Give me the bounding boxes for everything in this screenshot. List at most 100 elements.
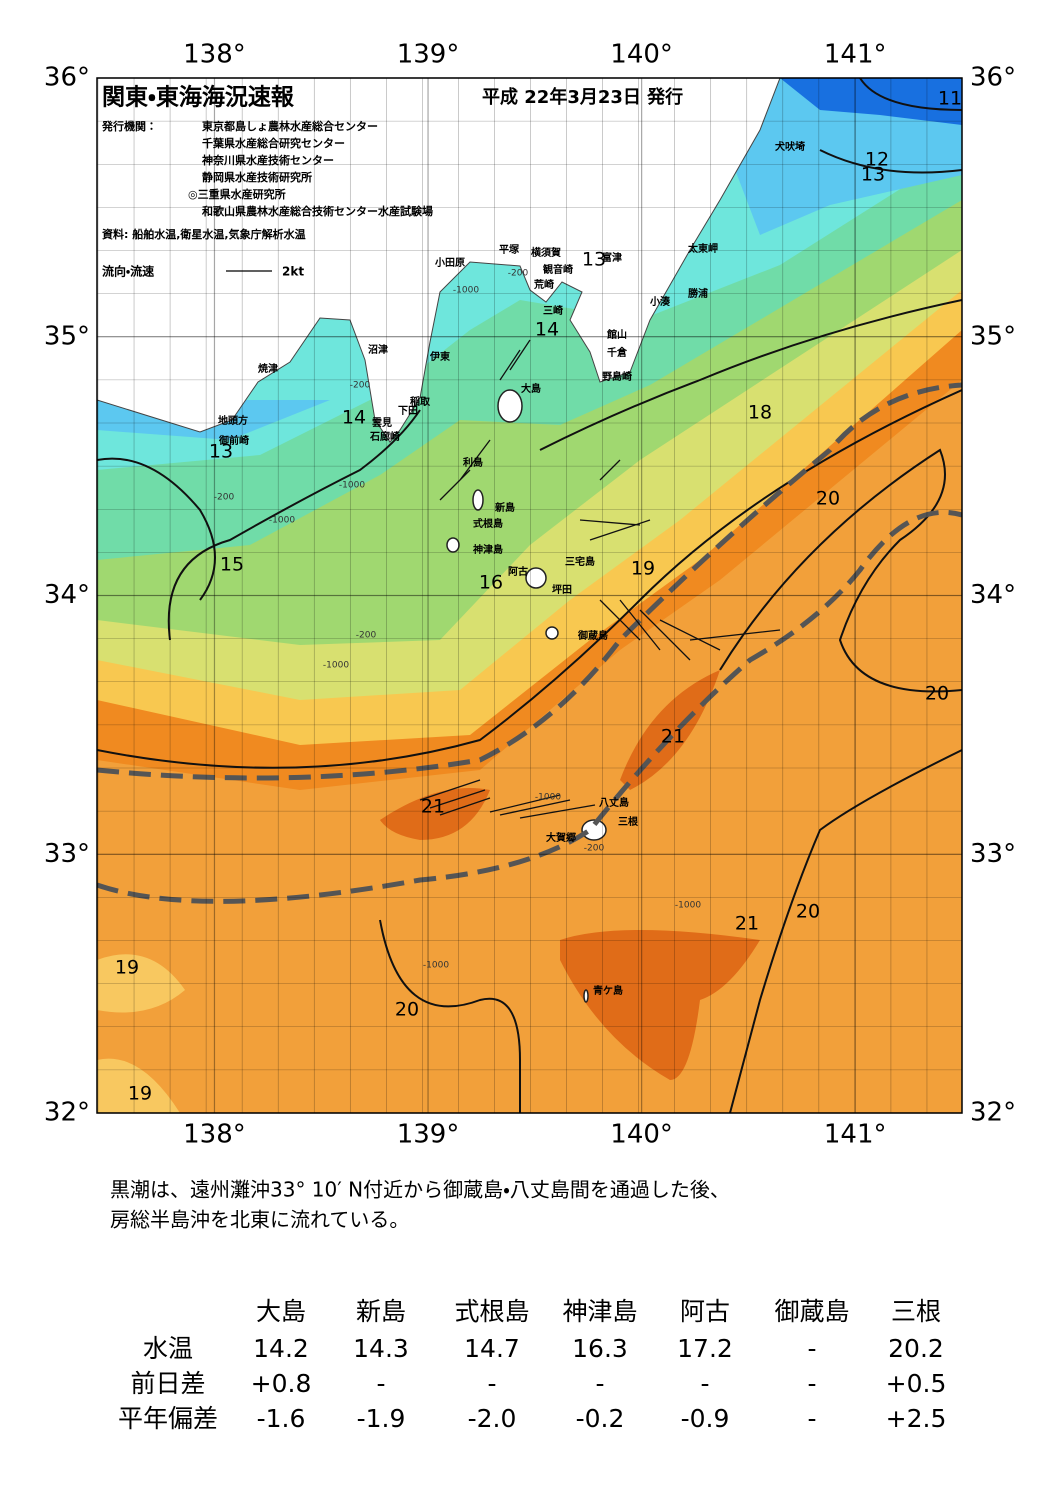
island bbox=[472, 489, 484, 511]
isotherm-label: 19 bbox=[128, 1083, 152, 1105]
current-arrows bbox=[419, 339, 781, 819]
map-date: 平成 22年3月23日 発行 bbox=[482, 86, 683, 108]
lon-label-top: 138° bbox=[183, 40, 246, 70]
table-cell: +0.8 bbox=[251, 1369, 312, 1398]
place-label: 沼津 bbox=[368, 343, 388, 356]
table-header: 新島 bbox=[356, 1297, 406, 1326]
legend-label: 流向・流速 bbox=[102, 264, 154, 279]
place-label: 伊東 bbox=[429, 350, 450, 363]
table-cell: +0.5 bbox=[886, 1369, 947, 1398]
row-label: 水温 bbox=[143, 1334, 193, 1363]
place-label: 勝浦 bbox=[688, 287, 708, 300]
island bbox=[545, 626, 559, 640]
table-cell: -1.6 bbox=[257, 1404, 306, 1433]
place-label: 三根 bbox=[618, 815, 639, 828]
lat-label-left: 36° bbox=[44, 63, 90, 93]
depth-label: -1000 bbox=[423, 961, 449, 971]
place-label: 利島 bbox=[463, 456, 483, 469]
depth-label: -1000 bbox=[453, 286, 479, 296]
islands bbox=[446, 389, 607, 1003]
isotherm bbox=[729, 749, 962, 1113]
lon-label-bottom: 139° bbox=[397, 1120, 460, 1150]
place-label: 犬吠埼 bbox=[775, 140, 805, 153]
lat-label-left: 35° bbox=[44, 321, 90, 351]
place-label: 横須賀 bbox=[531, 246, 561, 259]
place-label: 千倉 bbox=[607, 346, 628, 359]
depth-label: -200 bbox=[350, 381, 371, 391]
sea-12 bbox=[700, 78, 962, 235]
row-label: 前日差 bbox=[130, 1369, 205, 1398]
isotherm-label: 20 bbox=[796, 901, 820, 923]
table-cell: -2.0 bbox=[468, 1404, 517, 1433]
place-label: 式根島 bbox=[473, 517, 503, 530]
place-label: 雲見 bbox=[372, 417, 392, 429]
issuer: 和歌山県農林水産総合技術センター水産試験場 bbox=[202, 204, 433, 218]
map-frame bbox=[96, 77, 963, 1114]
kuroshio-axis bbox=[97, 382, 962, 904]
table-cell: - bbox=[807, 1369, 816, 1398]
lon-label-top: 140° bbox=[610, 40, 673, 70]
isotherm-label: 20 bbox=[816, 488, 840, 510]
place-label: 八丈島 bbox=[599, 796, 629, 809]
isotherm-label: 20 bbox=[925, 683, 949, 705]
place-label: 焼津 bbox=[258, 362, 278, 375]
depth-label: -200 bbox=[584, 844, 605, 854]
table-header: 式根島 bbox=[454, 1297, 529, 1326]
isotherm-label: 14 bbox=[342, 407, 366, 429]
table-header: 阿古 bbox=[680, 1297, 730, 1326]
island bbox=[446, 537, 460, 553]
table-header: 三根 bbox=[891, 1297, 941, 1326]
depth-label: -1000 bbox=[339, 481, 365, 491]
sea-cool-patch bbox=[97, 954, 185, 1113]
depth-label: -200 bbox=[356, 631, 377, 641]
map-title: 関東・東海海況速報 bbox=[102, 84, 295, 111]
description-line: 房総半島沖を北東に流れている。 bbox=[110, 1208, 409, 1232]
grid bbox=[97, 77, 962, 1114]
lat-label-left: 32° bbox=[44, 1098, 90, 1128]
isotherm-label: 21 bbox=[735, 913, 759, 935]
depth-label: -1000 bbox=[535, 793, 561, 803]
sea-11 bbox=[780, 78, 962, 125]
lon-label-bottom: 138° bbox=[183, 1120, 246, 1150]
isotherm bbox=[97, 409, 421, 641]
lat-label-right: 34° bbox=[970, 580, 1016, 610]
table-header: 大島 bbox=[256, 1297, 306, 1326]
issuers: 東京都島しょ農林水産総合センター千葉県水産総合研究センター神奈川県水産技術センタ… bbox=[188, 119, 433, 218]
depth-label: -200 bbox=[508, 269, 529, 279]
isotherm-label: 19 bbox=[115, 957, 139, 979]
place-label: 稲取 bbox=[410, 395, 431, 408]
place-label: 下田 bbox=[398, 405, 418, 417]
place-label: 新島 bbox=[494, 501, 515, 514]
table-cell: - bbox=[807, 1334, 816, 1363]
lon-label-top: 141° bbox=[824, 40, 887, 70]
isotherm-label: 11 bbox=[938, 88, 962, 110]
place-label: 小田原 bbox=[434, 256, 465, 269]
land bbox=[97, 78, 781, 443]
isotherm-label: 13 bbox=[861, 164, 885, 186]
lat-label-right: 33° bbox=[970, 839, 1016, 869]
lat-label-left: 33° bbox=[44, 839, 90, 869]
table-cell: - bbox=[487, 1369, 496, 1398]
lat-label-right: 35° bbox=[970, 321, 1016, 351]
table-cell: -1.9 bbox=[357, 1404, 406, 1433]
isotherm bbox=[379, 919, 521, 1113]
depth-label: -1000 bbox=[675, 901, 701, 911]
lon-label-bottom: 140° bbox=[610, 1120, 673, 1150]
isotherm bbox=[719, 448, 962, 693]
place-label: 青ケ島 bbox=[593, 984, 623, 997]
isotherm-label: 13 bbox=[582, 249, 606, 271]
table-cell: 14.7 bbox=[464, 1334, 520, 1363]
table-cell: - bbox=[700, 1369, 709, 1398]
place-label: 御前崎 bbox=[218, 434, 249, 447]
place-label: 三宅島 bbox=[565, 555, 595, 568]
isotherm bbox=[819, 78, 962, 174]
island bbox=[497, 389, 523, 423]
island bbox=[581, 819, 607, 841]
table-cell: 17.2 bbox=[677, 1334, 733, 1363]
table-cell: 14.3 bbox=[353, 1334, 409, 1363]
place-label: 太東岬 bbox=[687, 242, 718, 255]
description-line: 黒潮は、遠州灘沖33° 10′ N付近から御蔵島・八丈島間を通過した後、 bbox=[110, 1178, 730, 1202]
table-cell: - bbox=[376, 1369, 385, 1398]
